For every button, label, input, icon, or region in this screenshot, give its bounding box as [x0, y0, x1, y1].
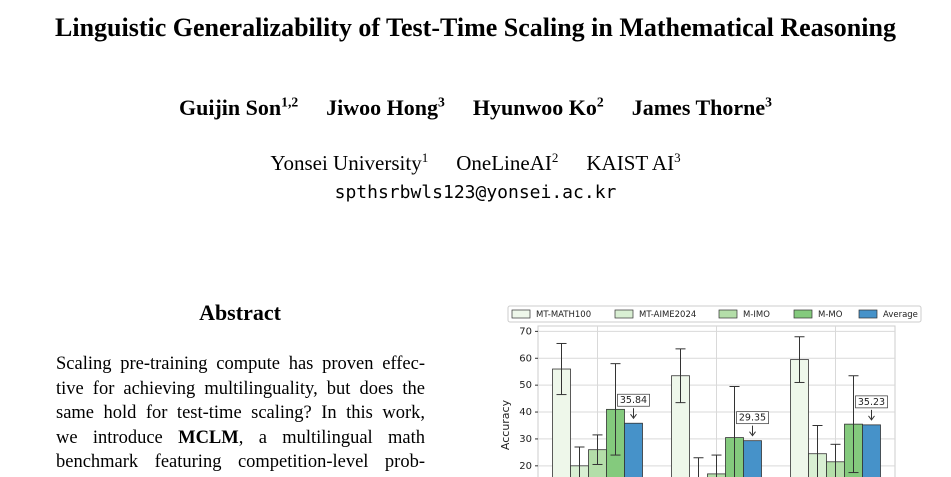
legend-swatch: [614, 309, 634, 319]
abstract-line: same hold for test-time scaling? In this…: [56, 403, 425, 423]
author: James Thorne3: [632, 95, 772, 120]
legend-swatch: [858, 309, 878, 319]
y-tick-label: 40: [519, 407, 532, 418]
legend-label: M-IMO: [743, 310, 770, 320]
abstract-line: benchmark featuring competition-level pr…: [56, 452, 425, 472]
abstract-heading: Abstract: [199, 300, 281, 325]
bold-text: MCLM: [178, 427, 239, 448]
error-bar: [675, 348, 686, 404]
error-bar: [610, 363, 621, 456]
author-sup: 3: [438, 95, 445, 110]
error-bar: [592, 434, 603, 465]
affiliation-sup: 3: [674, 150, 681, 165]
error-bar: [574, 446, 585, 477]
legend-label: MT-MATH100: [536, 310, 591, 320]
annotation-box: [855, 395, 888, 409]
bar: [862, 424, 881, 477]
affiliation-sup: 2: [551, 150, 559, 165]
legend-swatch: [511, 309, 531, 319]
affiliation-sup: 1: [421, 150, 429, 165]
author: Jiwoo Hong3: [326, 95, 445, 120]
legend-label: MT-AIME2024: [639, 310, 696, 320]
author-name: Hyunwoo Ko: [472, 95, 597, 121]
text: , a multilingual math: [238, 427, 425, 448]
author-sup: 2: [596, 95, 604, 110]
error-bar: [711, 454, 722, 477]
abstract-line: tive for achieving multilinguality, but …: [56, 378, 425, 399]
y-tick-label: 70: [519, 326, 532, 337]
affiliations: Yonsei University1 OneLineAI2 KAIST AI3: [0, 150, 951, 176]
affiliation: OneLineAI2: [456, 150, 559, 175]
y-axis-label: Accuracy: [499, 399, 512, 450]
author-sup: 1,2: [281, 95, 299, 110]
legend-label: Average: [883, 310, 918, 320]
abstract-body: Scaling pre-training compute has proven …: [56, 352, 425, 475]
annotation-box: [736, 411, 769, 425]
legend-swatch: [718, 309, 738, 319]
legend-swatch: [793, 309, 813, 319]
author-sup: 3: [765, 95, 772, 110]
annotation-box: [617, 393, 650, 407]
affiliation-name: KAIST AI: [586, 151, 675, 175]
abstract-line: Scaling pre-training compute has proven …: [56, 354, 425, 374]
data-label: 29.35: [739, 413, 766, 424]
error-bar: [830, 443, 841, 477]
author-name: Jiwoo Hong: [326, 95, 439, 121]
affiliation: Yonsei University1: [270, 150, 429, 175]
authors: Guijin Son1,2 Jiwoo Hong3 Hyunwoo Ko2 James…: [0, 95, 951, 121]
error-bar: [729, 386, 740, 477]
author-name: Guijin Son: [179, 95, 282, 121]
text: we introduce: [56, 427, 163, 448]
y-tick-label: 50: [519, 380, 532, 391]
y-tick-label: 60: [519, 353, 532, 364]
bar: [743, 440, 762, 477]
y-tick-label: 20: [519, 461, 532, 472]
affiliation-name: OneLineAI: [456, 151, 552, 175]
arrow-head: [630, 413, 637, 420]
author-name: James Thorne: [631, 95, 766, 121]
affiliation: KAIST AI3: [586, 150, 681, 175]
error-bar: [848, 375, 859, 474]
y-tick-label: 30: [519, 434, 532, 445]
bar: [624, 422, 643, 477]
paper-title: Linguistic Generalizability of Test-Time…: [55, 13, 896, 42]
error-bar: [556, 342, 567, 396]
error-bar: [794, 336, 805, 383]
data-label: 35.84: [620, 395, 647, 406]
author: Guijin Son1,2: [179, 95, 298, 120]
author: Hyunwoo Ko2: [473, 95, 604, 120]
legend-box: [507, 305, 922, 323]
arrow-head: [749, 431, 756, 437]
abstract-line: we introduce MCLM, a multilingual math: [56, 426, 425, 451]
email: spthsrbwls123@yonsei.ac.kr: [334, 182, 617, 203]
arrow-head: [868, 415, 875, 421]
error-bar: [812, 424, 823, 477]
affiliation-name: Yonsei University: [270, 151, 422, 175]
legend-label: M-MO: [818, 310, 843, 320]
error-bar: [693, 457, 704, 477]
data-label: 35.23: [858, 397, 885, 408]
